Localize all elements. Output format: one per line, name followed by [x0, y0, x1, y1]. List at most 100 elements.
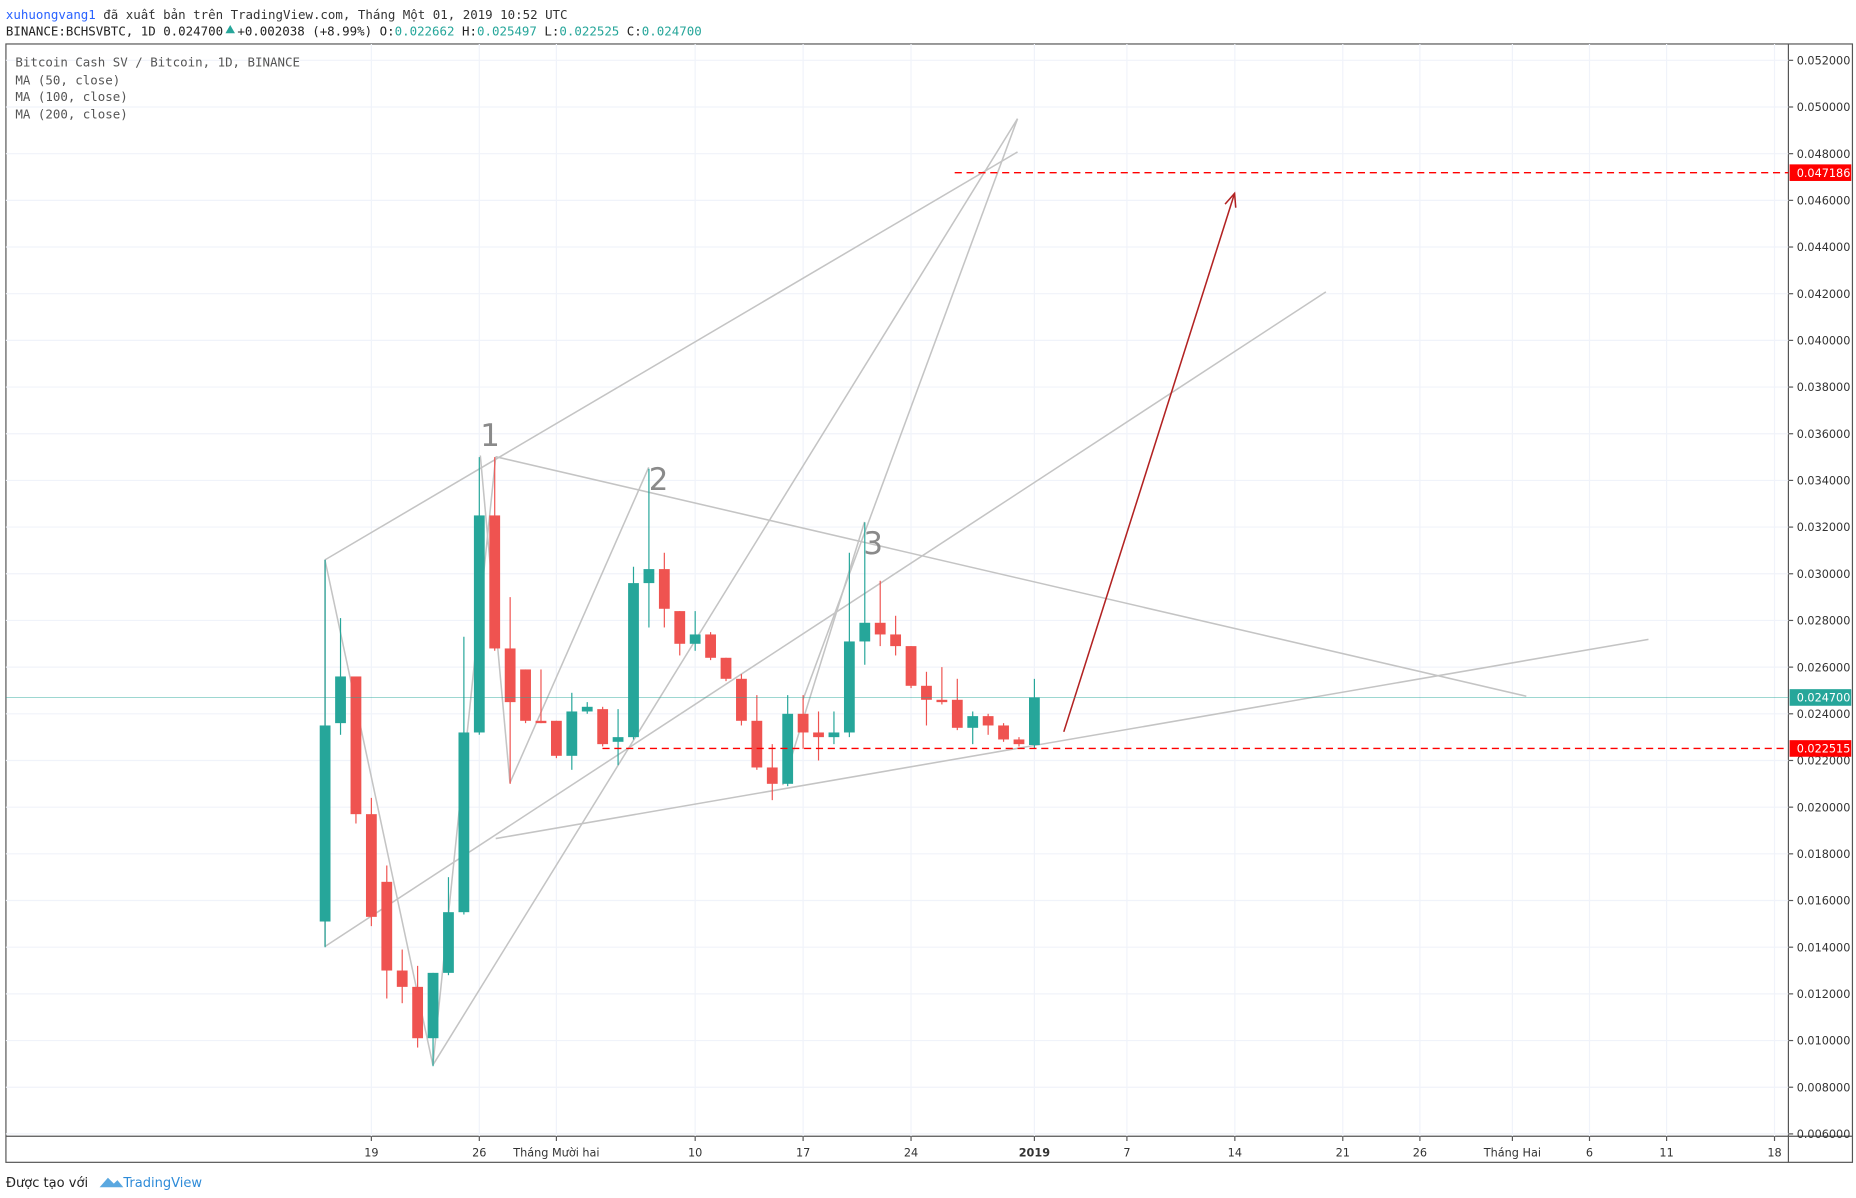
trend-line — [781, 521, 866, 786]
arrow-head — [1224, 191, 1237, 208]
candle-body — [998, 725, 1009, 740]
x-tick-label: 26 — [472, 1146, 486, 1159]
legend-item: MA (200, close) — [15, 107, 127, 122]
x-tick-label: Tháng Mười hai — [512, 1146, 599, 1159]
candle-body — [874, 622, 886, 635]
candle-body — [1013, 739, 1025, 745]
change: +0.002038 (+8.99%) — [237, 24, 372, 39]
x-tick-label: 11 — [1659, 1146, 1673, 1159]
candle-body — [674, 611, 686, 644]
wave-labels: 1 2 3 — [480, 418, 883, 562]
candle-body — [751, 720, 763, 768]
candle-body — [381, 881, 393, 971]
trend-line — [509, 467, 650, 784]
footer-brand[interactable]: TradingView — [122, 1176, 202, 1191]
legend: Bitcoin Cash SV / Bitcoin, 1D, BINANCE M… — [15, 55, 300, 122]
candle-body — [458, 732, 470, 913]
candle-body — [350, 676, 362, 815]
header-line: xuhuongvang1 đã xuất bản trên TradingVie… — [6, 7, 568, 22]
x-tick-label: 2019 — [1019, 1146, 1050, 1159]
y-tick-label: 0.014000 — [1797, 941, 1851, 954]
candle-body — [859, 622, 871, 642]
trend-lines — [324, 118, 1649, 1066]
candle-body — [597, 709, 609, 745]
candle-body — [967, 716, 979, 728]
y-tick-label: 0.048000 — [1797, 148, 1851, 161]
trend-line — [495, 455, 1527, 697]
legend-item: MA (100, close) — [15, 89, 127, 104]
y-tick-label: 0.052000 — [1797, 54, 1851, 67]
footer-text: Được tạo với — [6, 1176, 88, 1191]
y-tick-label: 0.028000 — [1797, 615, 1851, 628]
c-label: C: — [627, 24, 642, 39]
y-tick-label: 0.046000 — [1797, 194, 1851, 207]
candle-body — [443, 912, 454, 973]
trend-line — [495, 638, 1649, 840]
trend-line — [432, 118, 1019, 1066]
candle-body — [689, 634, 701, 644]
y-tick-label: 0.018000 — [1797, 848, 1851, 861]
trend-line — [324, 559, 434, 1066]
candle-body — [365, 814, 377, 917]
candle-body — [335, 676, 346, 724]
y-tick-label: 0.036000 — [1797, 428, 1851, 441]
candle-body — [905, 646, 917, 686]
candle-body — [843, 641, 855, 733]
price-label-box — [1789, 689, 1852, 706]
x-tick-label: 6 — [1586, 1146, 1593, 1159]
candle-body — [982, 716, 994, 726]
candle-body — [1029, 697, 1040, 746]
symbol: BINANCE:BCHSVBTC, 1D — [6, 24, 156, 39]
candle-body — [612, 737, 624, 742]
y-tick-label: 0.016000 — [1797, 895, 1851, 908]
author: xuhuongvang1 — [6, 7, 96, 22]
legend-item: MA (50, close) — [15, 72, 120, 87]
x-tick-label: Tháng Hai — [1483, 1146, 1541, 1159]
y-tick-label: 0.034000 — [1797, 475, 1851, 488]
candle-body — [705, 634, 716, 658]
candle-body — [412, 986, 424, 1039]
y-tick-label: 0.006000 — [1797, 1128, 1851, 1141]
candle-body — [782, 713, 794, 784]
x-tick-label: 18 — [1767, 1146, 1781, 1159]
candle-body — [520, 669, 531, 721]
y-tick-label: 0.026000 — [1797, 661, 1851, 674]
candle-body — [828, 732, 840, 738]
candle-body — [658, 569, 670, 609]
x-tick-label: 21 — [1336, 1146, 1350, 1159]
y-tick-label: 0.010000 — [1797, 1035, 1851, 1048]
candle-body — [720, 657, 732, 679]
candle-body — [643, 569, 655, 584]
tradingview-logo — [99, 1177, 124, 1188]
candle-body — [504, 648, 516, 703]
wave-label: 1 — [480, 418, 500, 454]
candle-body — [581, 706, 593, 712]
y-tick-label: 0.012000 — [1797, 988, 1851, 1001]
legend-title: Bitcoin Cash SV / Bitcoin, 1D, BINANCE — [15, 55, 300, 70]
trend-line — [802, 118, 1019, 701]
y-tick-label: 0.024000 — [1797, 708, 1851, 721]
chart-frame — [5, 43, 1854, 1163]
o-value: 0.022662 — [395, 24, 455, 39]
candle-body — [936, 699, 948, 703]
symbol-line: BINANCE:BCHSVBTC, 1D 0.024700 +0.002038 (… — [6, 24, 702, 39]
candle-body — [489, 515, 501, 649]
x-tick-label: 26 — [1413, 1146, 1427, 1159]
trend-line — [324, 291, 1327, 948]
candle-body — [319, 725, 331, 922]
x-tick-label: 17 — [796, 1146, 810, 1159]
candle-body — [427, 972, 439, 1039]
y-tick-label: 0.008000 — [1797, 1081, 1851, 1094]
candle-body — [551, 720, 562, 756]
y-tick-label: 0.022000 — [1797, 755, 1851, 768]
x-tick-label: 14 — [1228, 1146, 1242, 1159]
candle-body — [736, 678, 747, 721]
x-tick-label: 7 — [1123, 1146, 1130, 1159]
wave-label: 2 — [649, 462, 669, 498]
x-tick-label: 19 — [364, 1146, 378, 1159]
candle-body — [951, 699, 963, 728]
candle-body — [473, 515, 485, 733]
c-value: 0.024700 — [642, 24, 702, 39]
